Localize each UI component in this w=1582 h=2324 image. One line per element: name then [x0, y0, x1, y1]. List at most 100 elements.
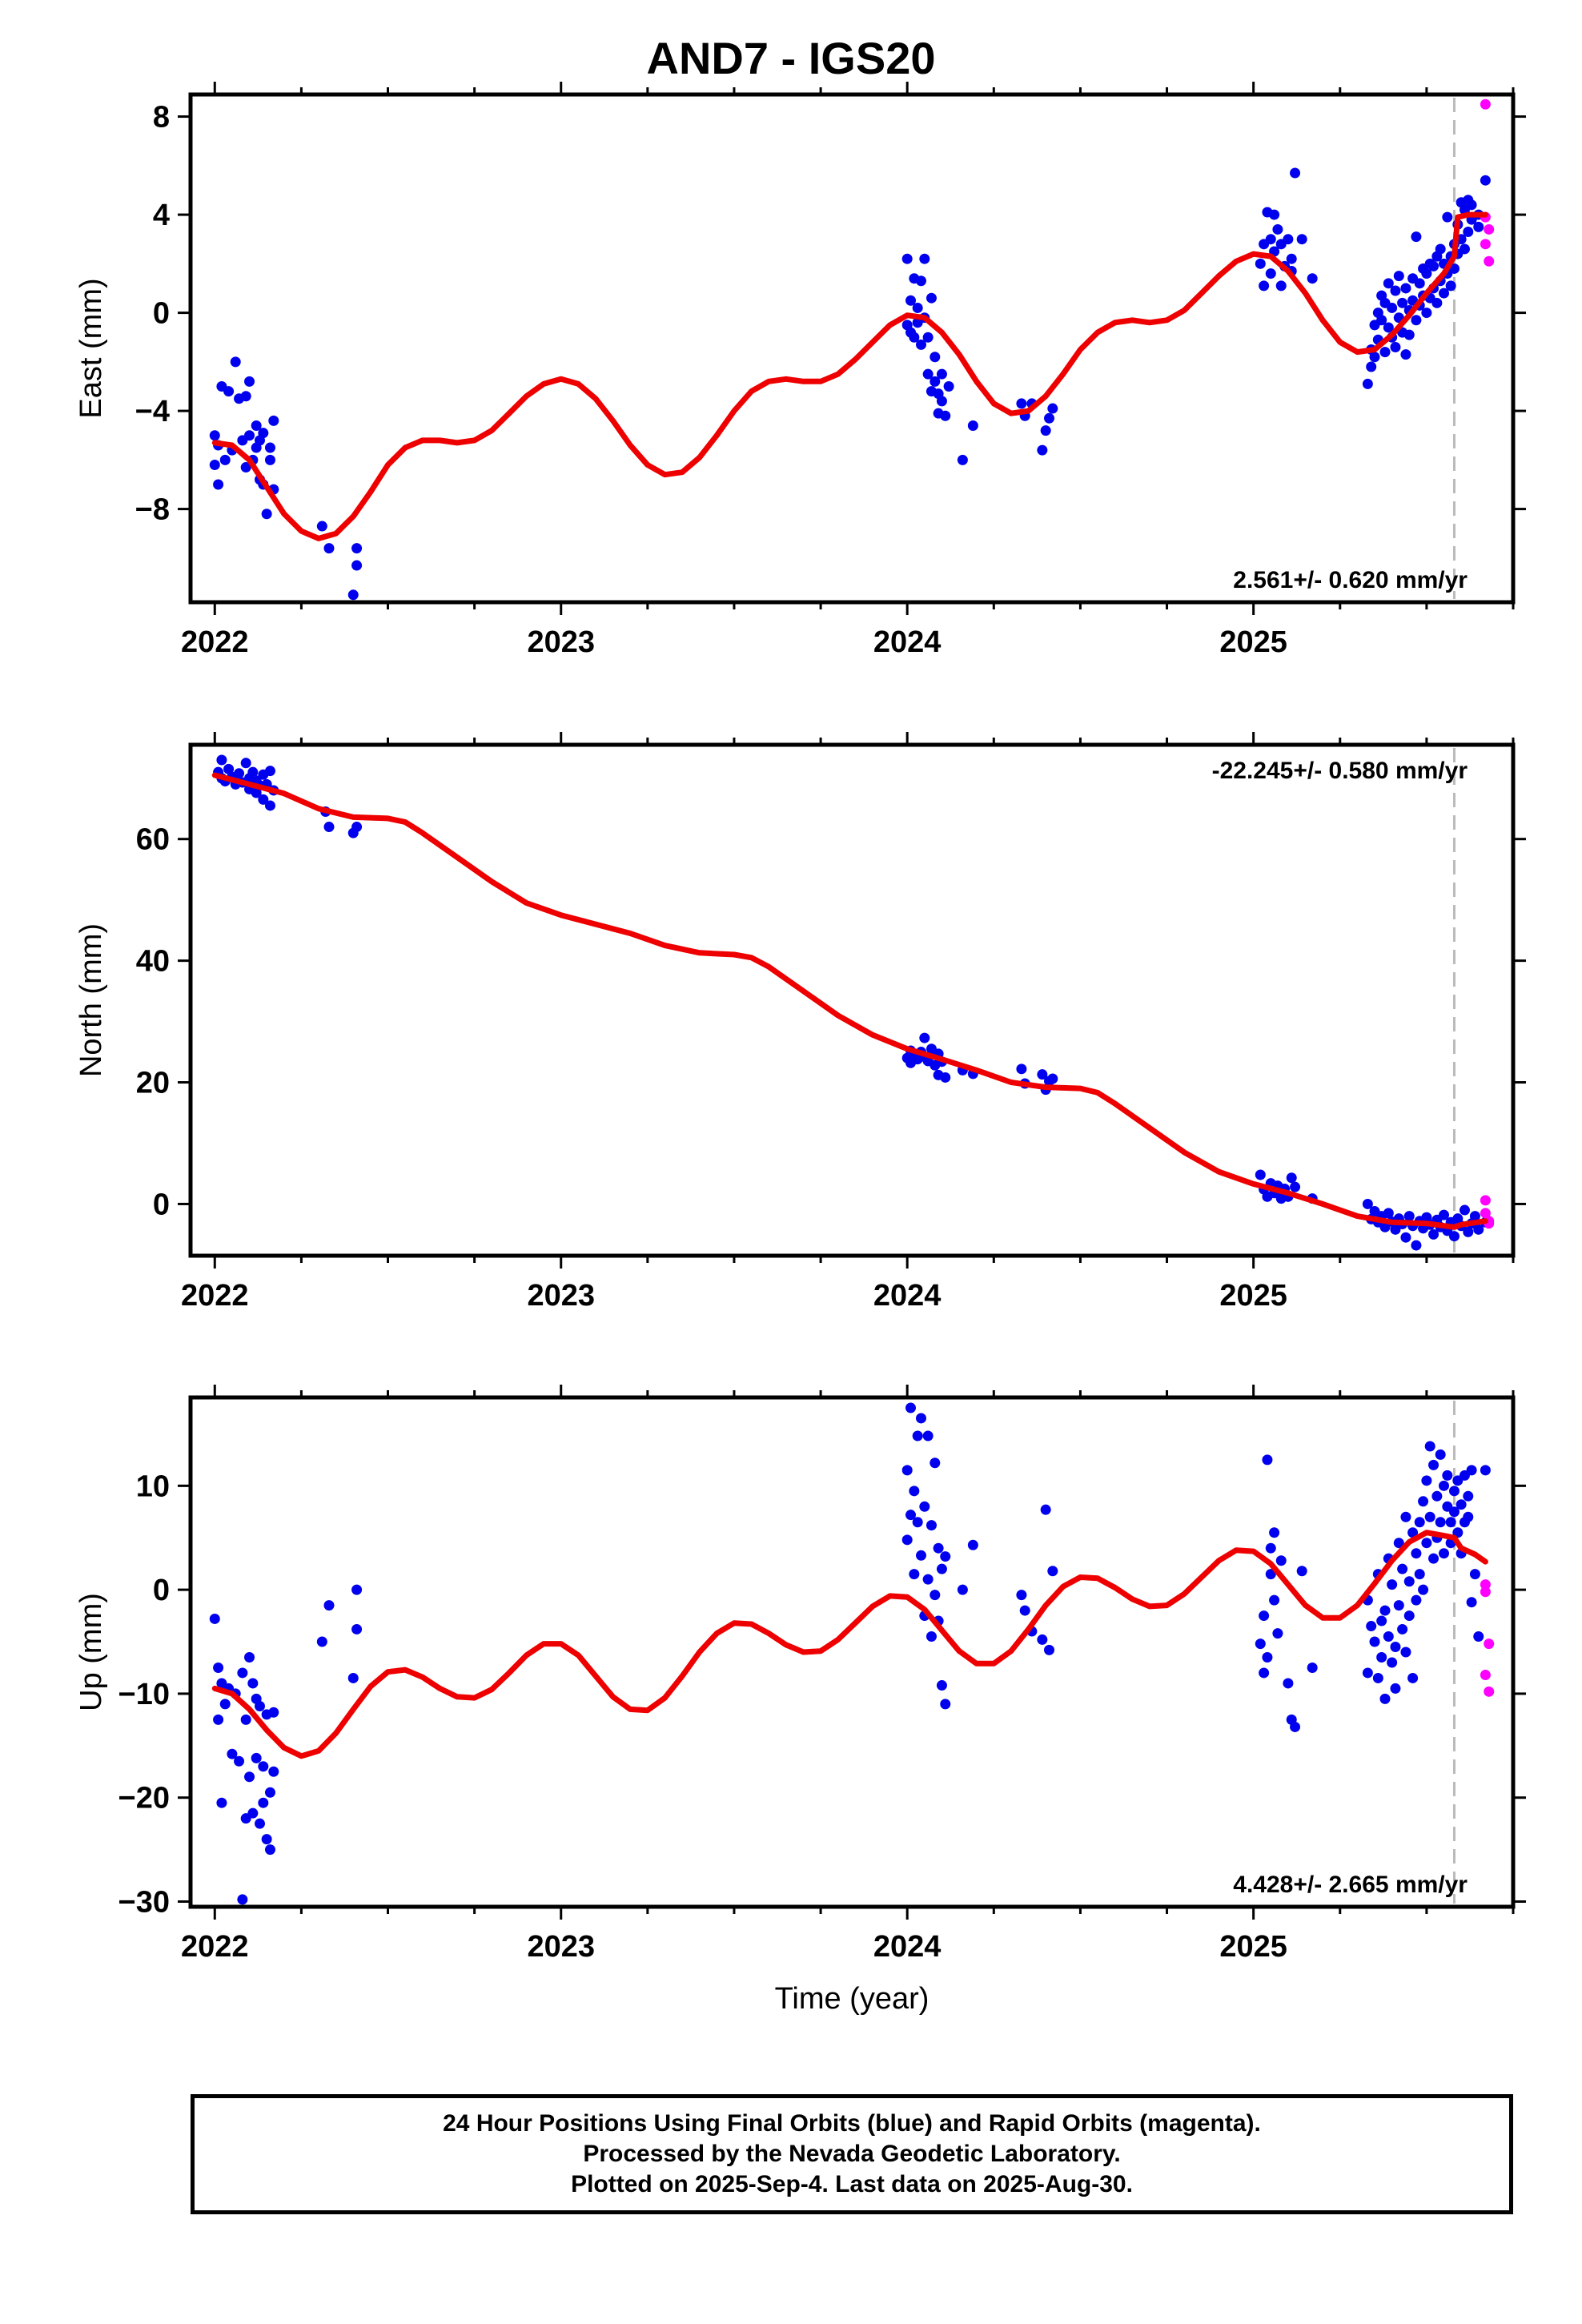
panel-1-final-point	[209, 459, 220, 470]
panel-3-final-point	[1390, 1642, 1401, 1653]
panel-2-final-point	[1286, 1172, 1297, 1184]
panel-3-final-point	[1262, 1651, 1273, 1663]
panel-2-ytick-label: 0	[153, 1188, 170, 1221]
panel-3-final-point	[1431, 1490, 1443, 1502]
panel-3-final-point	[237, 1667, 248, 1679]
panel-2-final-point	[351, 822, 363, 833]
panel-3-final-point	[1400, 1647, 1411, 1658]
panel-1-rapid-point	[1480, 99, 1491, 110]
panel-3-final-point	[1259, 1667, 1270, 1679]
panel-1-final-point	[940, 410, 951, 421]
footer-caption-box: 24 Hour Positions Using Final Orbits (bl…	[191, 2094, 1513, 2214]
panel-3-final-point	[1463, 1511, 1474, 1522]
panel-3-final-point	[1421, 1538, 1432, 1549]
panel-2-final-series	[213, 754, 1491, 1251]
panel-1-final-point	[1366, 361, 1377, 372]
panel-3-rapid-point	[1480, 1670, 1491, 1681]
panel-1-final-point	[936, 396, 947, 407]
panel-3-final-point	[940, 1551, 951, 1562]
panel-1-final-point	[323, 543, 335, 554]
panel-3-ylabel: Up (mm)	[74, 1593, 108, 1711]
panel-2-final-point	[1037, 1069, 1048, 1080]
panel-3-final-point	[1379, 1605, 1391, 1616]
panel-3-final-point	[1255, 1638, 1266, 1650]
panel-1-final-point	[936, 368, 947, 380]
panel-3-final-point	[1269, 1594, 1280, 1606]
panel-1-final-point	[922, 368, 934, 380]
panel-1-final-point	[1255, 258, 1266, 269]
panel-1-ytick-label: 0	[153, 297, 170, 331]
panel-2-final-point	[1469, 1211, 1480, 1222]
panel-1-xtick-label-2025: 2025	[1219, 625, 1287, 659]
panel-1-final-point	[943, 380, 954, 392]
panel-3-final-point	[1275, 1555, 1287, 1566]
panel-2-final-point	[919, 1032, 930, 1043]
panel-3-final-point	[1016, 1590, 1027, 1601]
panel-1-final-point	[1411, 231, 1422, 243]
panel-1-final-point	[957, 454, 968, 465]
panel-3-final-point	[1414, 1569, 1425, 1580]
panel-3-final-point	[1424, 1511, 1435, 1522]
panel-2-xtick-label-2024: 2024	[873, 1279, 942, 1313]
panel-1-final-point	[351, 543, 363, 554]
panel-3-final-point	[1047, 1566, 1058, 1577]
panel-1-frame	[188, 92, 1516, 605]
panel-1-final-point	[1265, 234, 1276, 245]
panel-3-final-point	[1265, 1569, 1276, 1580]
panel-3-final-point	[1421, 1475, 1432, 1486]
panel-2-final-point	[1473, 1224, 1484, 1235]
panel-1-final-point	[1275, 280, 1287, 292]
panel-3-final-point	[1262, 1454, 1273, 1466]
panel-3-final-point	[1387, 1657, 1398, 1668]
panel-2-model-curve	[211, 772, 1488, 1230]
panel-3-final-point	[930, 1590, 941, 1601]
panel-3-final-point	[905, 1510, 917, 1521]
panel-3-xtick-label-2023: 2023	[527, 1930, 595, 1964]
panel-1-final-point	[1400, 283, 1411, 294]
panel-2-ytick-label: 40	[136, 945, 170, 979]
panel-1-final-point	[1390, 341, 1401, 352]
panel-1-xtick-label-2024: 2024	[873, 625, 942, 659]
panel-3-final-point	[247, 1678, 259, 1689]
panel-1-final-point	[1480, 175, 1491, 186]
panel-3-final-point	[1307, 1662, 1318, 1673]
panel-1-final-point	[351, 560, 363, 571]
panel-3-final-point	[1466, 1465, 1477, 1476]
panel-3-final-point	[258, 1761, 269, 1772]
panel-1-final-point	[1040, 425, 1051, 436]
panel-2-final-point	[223, 763, 235, 774]
panel-1-final-point	[1016, 398, 1027, 409]
panel-1-final-point	[1369, 352, 1380, 363]
panel-2-final-point	[1290, 1181, 1301, 1192]
panel-1-final-point	[209, 430, 220, 441]
panel-1-rapid-point	[1484, 255, 1495, 267]
panel-3-model-curve	[211, 1530, 1488, 1759]
panel-3-xtick-label-2024: 2024	[873, 1930, 942, 1964]
panel-3-final-point	[1448, 1506, 1460, 1518]
panel-3-final-point	[1442, 1470, 1453, 1481]
panel-3-final-point	[1439, 1480, 1450, 1491]
panel-2-final-point	[323, 822, 335, 833]
panel-3-final-point	[1376, 1651, 1387, 1663]
panel-1-final-point	[1473, 221, 1484, 232]
panel-1-final-point	[915, 339, 926, 350]
panel-2-final-point	[1463, 1226, 1474, 1237]
panel-3-final-point	[1445, 1517, 1456, 1528]
panel-3-final-point	[1428, 1553, 1439, 1564]
panel-3-frame	[188, 1395, 1516, 1909]
panel-2-final-point	[216, 754, 227, 766]
panel-3-final-point	[1272, 1628, 1283, 1639]
panel-3-ytick-label: −30	[118, 1886, 170, 1920]
panel-3-final-series	[209, 1402, 1491, 1905]
panel-1-final-point	[922, 332, 934, 343]
panel-3-final-point	[1397, 1623, 1408, 1634]
panel-1-final-point	[1307, 273, 1318, 284]
panel-1-final-point	[1259, 280, 1270, 292]
panel-1-final-point	[240, 391, 251, 402]
panel-2-final-point	[940, 1072, 951, 1083]
panel-2-xtick-label-2025: 2025	[1219, 1279, 1287, 1313]
panel-3-final-point	[234, 1755, 245, 1767]
panel-3-final-point	[912, 1517, 923, 1528]
panel-3-rapid-series	[1480, 1579, 1495, 1697]
panel-1-final-point	[930, 376, 941, 387]
